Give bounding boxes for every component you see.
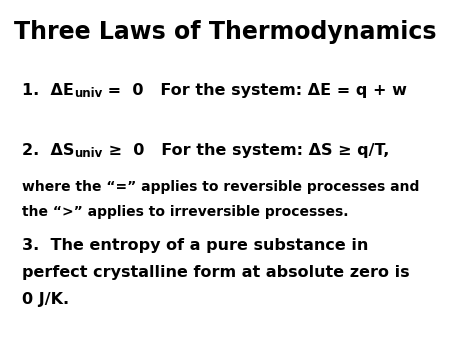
Text: 1.  ΔE: 1. ΔE (22, 83, 74, 98)
Text: ≥  0   For the system: ΔS ≥ q/T,: ≥ 0 For the system: ΔS ≥ q/T, (103, 143, 389, 158)
Text: Three Laws of Thermodynamics: Three Laws of Thermodynamics (14, 20, 436, 44)
Text: univ: univ (74, 147, 103, 160)
Text: where the “=” applies to reversible processes and: where the “=” applies to reversible proc… (22, 180, 419, 194)
Text: 0 J/K.: 0 J/K. (22, 292, 69, 307)
Text: the “>” applies to irreversible processes.: the “>” applies to irreversible processe… (22, 205, 348, 219)
Text: 3.  The entropy of a pure substance in: 3. The entropy of a pure substance in (22, 238, 369, 253)
Text: =  0   For the system: ΔE = q + w: = 0 For the system: ΔE = q + w (102, 83, 407, 98)
Text: univ: univ (74, 87, 102, 100)
Text: 2.  ΔS: 2. ΔS (22, 143, 74, 158)
Text: perfect crystalline form at absolute zero is: perfect crystalline form at absolute zer… (22, 265, 410, 280)
